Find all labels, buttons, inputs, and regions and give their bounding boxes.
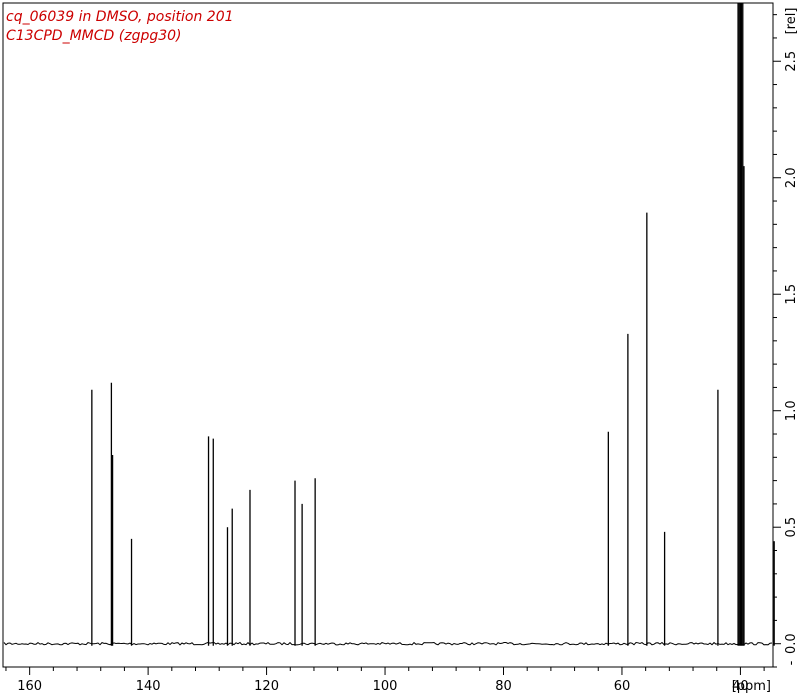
y-tick-label: 0.5 [784, 517, 799, 538]
y-tick-label: 2.0 [784, 167, 799, 188]
x-tick-label: 60 [614, 679, 631, 694]
y-tick-label: 0.0 [784, 633, 799, 654]
spectrum-peaks [91, 3, 775, 646]
y-axis: 0.0 0.5 1.0 1.5 2.0 2.5 - [rel] [773, 8, 799, 668]
x-axis-label: [ppm] [732, 679, 771, 694]
chart-title: cq_06039 in DMSO, position 201 [6, 9, 234, 25]
y-minus-label: - [784, 660, 799, 665]
x-tick-label: 80 [495, 679, 512, 694]
x-tick-label: 160 [17, 679, 42, 694]
y-tick-label: 2.5 [784, 51, 799, 72]
chart-subtitle: C13CPD_MMCD (zgpg30) [6, 28, 182, 44]
x-tick-label: 120 [254, 679, 279, 694]
y-tick-label: 1.0 [784, 400, 799, 421]
x-tick-label: 100 [373, 679, 398, 694]
x-tick-label: 140 [136, 679, 161, 694]
plot-frame [2, 2, 774, 668]
spectrum-baseline [3, 641, 773, 646]
y-tick-label: 1.5 [784, 284, 799, 305]
y-axis-label: [rel] [784, 8, 799, 35]
x-tick-label: 40 [732, 679, 749, 694]
x-axis: 160 140 120 100 80 60 40[ppm] [5, 667, 771, 694]
